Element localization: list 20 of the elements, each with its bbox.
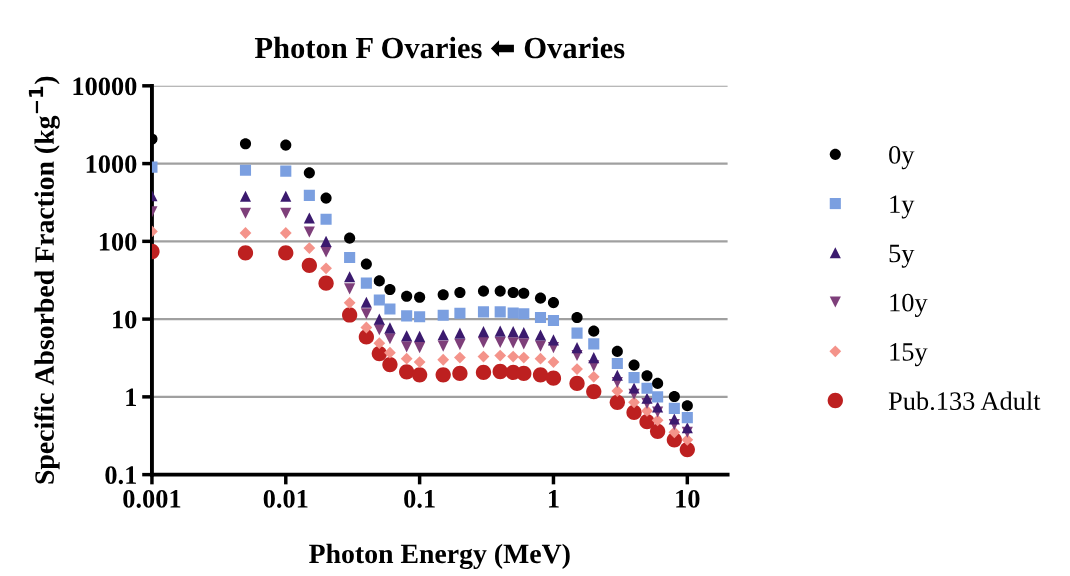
y-tick-label: 0.1: [105, 466, 136, 485]
legend-label: 1y: [890, 195, 915, 219]
legend-label: 0y: [889, 146, 915, 170]
y-axis-title: Specific Absorbed Fraction (kg$^{−1}$): [28, 76, 60, 484]
x-tick-label: 0.001: [123, 489, 181, 508]
x-axis-title: Photon Energy (MeV): [309, 543, 570, 570]
legend-label: Pub.133 Adult: [888, 391, 1041, 411]
x-tick-label: 10: [676, 489, 700, 508]
chart-title: Photon F Ovaries ⬅ Ovaries: [254, 36, 625, 59]
x-tick-label: 1: [548, 490, 559, 508]
y-tick-label: 100: [99, 232, 137, 251]
x-tick-label: 0.1: [404, 489, 435, 508]
y-tick-label: 10000: [73, 77, 137, 96]
y-tick-label: 10: [113, 310, 137, 329]
legend-label: 10y: [890, 293, 928, 317]
legend-label: 5y: [889, 244, 915, 268]
x-tick-label: 0.01: [263, 489, 308, 508]
y-tick-label: 1000: [86, 155, 137, 173]
legend-label: 15y: [890, 343, 928, 367]
y-tick-label: 1: [126, 388, 136, 407]
